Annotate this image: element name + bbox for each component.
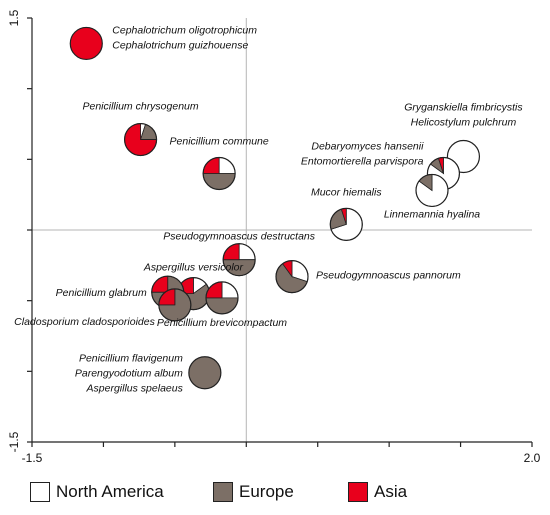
point-label-line: Penicillium brevicompactum [157,317,287,329]
pie-outline [205,281,239,315]
pie-marker [123,122,158,157]
axes: -1.5 2.0 -1.5 1.5 [7,9,541,465]
x-tick-label: 2.0 [524,451,541,465]
pie-outline [158,288,192,322]
point-label: Pseudogymnoascus pannorum [316,270,461,282]
point-label: Cladosporium cladosporioides [14,316,155,328]
point-label: Mucor hiemalis [311,186,382,198]
data-points [69,26,481,390]
point-label-line: Gryganskiella fimbricystis [404,102,523,114]
pie-slice [202,173,236,190]
point-label-line: Cephalotrichum oligotrophicum [112,24,257,36]
pie-outline [446,139,481,174]
legend-item-asia: Asia [348,482,407,502]
pie-marker [329,207,363,241]
pie-marker [188,356,222,390]
legend-swatch-europe [213,482,233,502]
point-label: Gryganskiella fimbricystis Helicostylum p… [404,102,523,129]
pie-outline [222,243,256,277]
legend-swatch-north-america [30,482,50,502]
pie-slice [70,27,103,60]
legend-item-north-america: North America [30,482,164,502]
legend-item-europe: Europe [213,482,294,502]
pie-marker [69,26,103,61]
point-label-line: Helicostylum pulchrum [411,117,517,129]
reference-lines [32,18,532,442]
point-label-line: Penicillium chrysogenum [83,101,199,113]
point-label-line: Penicillium commune [170,135,269,147]
point-label-line: Cephalotrichum guizhouense [112,39,248,51]
point-label-line: Entomortierella parvispora [301,155,424,167]
point-label: Penicillium chrysogenum [83,101,199,113]
point-label-line: Penicillium flavigenum [79,353,183,365]
pie-marker [202,156,236,191]
point-label: Penicillium commune [170,135,269,147]
pie-outline [415,173,449,208]
pie-outline [202,156,236,191]
pie-slice [205,297,239,315]
x-tick-label: -1.5 [22,451,43,465]
point-label: Penicillium glabrum [56,287,147,299]
y-tick-label: 1.5 [7,9,21,26]
legend-label-north-america: North America [56,482,164,501]
legend-swatch-asia [348,482,368,502]
pie-slice [188,356,221,389]
legend-label-asia: Asia [374,482,408,501]
point-label-line: Debaryomyces hansenii [311,140,424,152]
point-label: Cephalotrichum oligotrophicum Cephalotric… [112,24,257,51]
pie-marker [222,243,256,277]
pie-outline [329,207,363,241]
point-label-line: Aspergillus spelaeus [86,383,184,395]
point-label-line: Aspergillus versicolor [143,262,244,274]
pie-outline [123,122,158,157]
pie-outline [275,260,309,294]
point-label-line: Linnemannia hyalina [384,208,480,220]
point-label: Debaryomyces hansenii Entomortierella par… [301,140,424,167]
legend: North America Europe Asia [30,482,530,506]
pie-marker [205,281,239,315]
point-label-line: Penicillium glabrum [56,287,147,299]
point-label: Pseudogymnoascus destructans [163,231,316,243]
scatter-pie-chart: -1.5 2.0 -1.5 1.5 Cephalotrichum oligotroph… [7,9,541,465]
point-label-line: Pseudogymnoascus pannorum [316,270,461,282]
point-label: Penicillium flavigenum Parengyodotium alb… [75,353,184,395]
point-label-line: Pseudogymnoascus destructans [163,231,316,243]
point-label-line: Cladosporium cladosporioides [14,316,155,328]
point-label: Penicillium brevicompactum [157,317,287,329]
point-label: Aspergillus versicolor [143,262,244,274]
pie-marker [158,288,192,322]
point-label-line: Mucor hiemalis [311,186,382,198]
pie-outline [69,26,103,61]
point-label-line: Parengyodotium album [75,368,183,380]
point-label: Linnemannia hyalina [384,208,480,220]
pie-marker [415,173,449,208]
pie-marker [275,260,309,294]
y-tick-label: -1.5 [7,431,21,452]
pie-outline [188,356,222,390]
legend-label-europe: Europe [239,482,294,501]
point-labels: Cephalotrichum oligotrophicum Cephalotric… [14,24,523,394]
